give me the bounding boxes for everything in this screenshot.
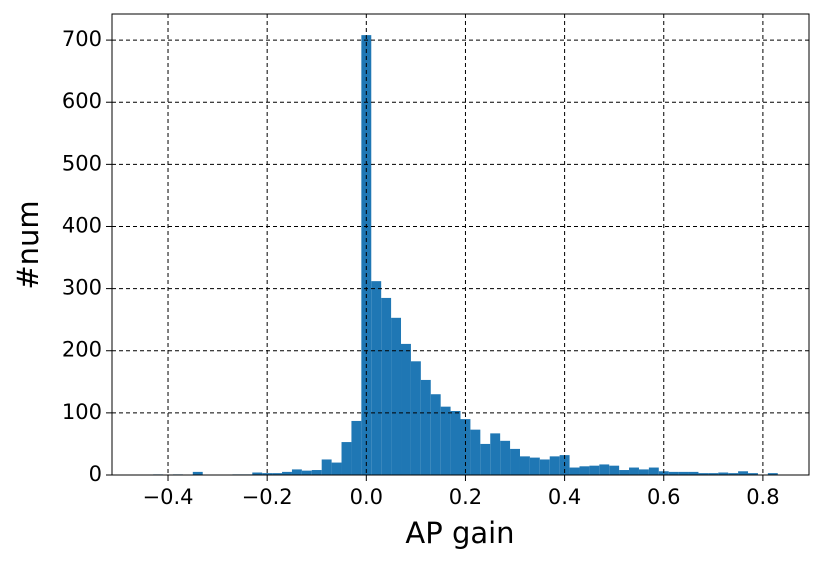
bar [272, 473, 283, 475]
bar [678, 471, 689, 475]
x-tick-label: 0.4 [548, 485, 581, 509]
bar [767, 473, 778, 475]
bar [311, 470, 322, 475]
bar [401, 343, 411, 475]
bar [262, 473, 273, 475]
bar [599, 464, 610, 475]
bar [331, 462, 342, 475]
bar [341, 442, 352, 475]
bar [470, 429, 481, 475]
bar [291, 469, 302, 475]
y-tick-label: 300 [62, 276, 102, 300]
bar [738, 471, 749, 475]
bar [252, 472, 263, 475]
bar [351, 420, 362, 475]
bar [519, 456, 530, 475]
bar [321, 459, 332, 475]
bar [430, 394, 441, 475]
bar [529, 457, 540, 475]
y-tick-label: 100 [62, 400, 102, 424]
y-tick-label: 500 [62, 151, 102, 175]
bar [549, 456, 560, 475]
bar [609, 465, 620, 475]
x-tick-label: −0.2 [242, 485, 293, 509]
bar [460, 419, 471, 475]
bar [500, 440, 511, 475]
bar [648, 467, 659, 475]
bar [490, 433, 501, 475]
bar [440, 406, 451, 475]
bar [589, 465, 600, 475]
bar [668, 471, 679, 475]
bar [569, 467, 580, 475]
bar [510, 448, 520, 475]
plot-frame [111, 13, 810, 476]
bar [708, 473, 719, 475]
bar [539, 459, 550, 475]
x-axis-label: AP gain [405, 516, 514, 550]
y-axis-label: #num [11, 200, 45, 289]
bar [688, 471, 699, 475]
bar [698, 473, 709, 475]
bar [579, 466, 590, 475]
x-tick-label: 0.0 [350, 485, 383, 509]
bar [301, 470, 312, 475]
x-tick-label: 0.2 [449, 485, 482, 509]
y-tick-label: 600 [62, 89, 102, 113]
x-tick-label: −0.4 [143, 485, 194, 509]
y-tick-label: 200 [62, 338, 102, 362]
bar [728, 473, 739, 475]
x-tick-label: 0.8 [746, 485, 779, 509]
bar [450, 411, 461, 475]
bar [619, 470, 630, 475]
bar [192, 471, 203, 475]
bar [420, 379, 431, 475]
bar [748, 473, 758, 475]
bar [718, 472, 729, 475]
bar [391, 317, 402, 475]
bar [282, 471, 292, 475]
bar [480, 443, 491, 475]
y-tick-label: 400 [62, 213, 102, 237]
bar [638, 469, 649, 475]
y-tick-label: 0 [89, 462, 102, 486]
bar [658, 471, 669, 475]
bar [629, 467, 639, 475]
bar [381, 297, 392, 475]
bar [410, 361, 421, 475]
y-tick-label: 700 [62, 27, 102, 51]
x-tick-label: 0.6 [647, 485, 680, 509]
bar [371, 281, 382, 475]
